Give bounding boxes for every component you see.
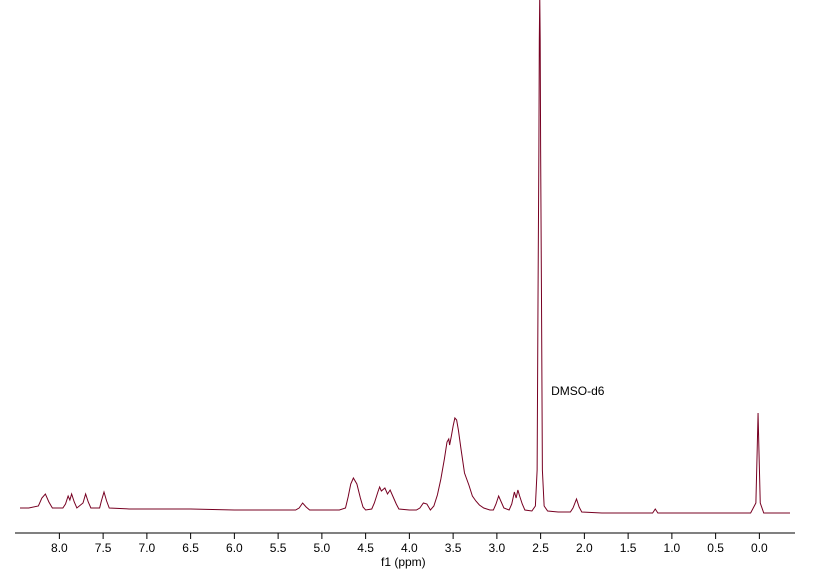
- nmr-spectrum-plot: 8.0 7.5 7.0 6.5 6.0 5.5 5.0 4.5 4.0 3.5 3.0 2.5 2.0 1…: [0, 0, 816, 569]
- x-tick-label: 5.0: [314, 541, 331, 555]
- spectrum-trace: [20, 0, 790, 513]
- peak-annotation: DMSO-d6: [551, 384, 604, 398]
- x-tick-label: 5.5: [270, 541, 287, 555]
- x-tick-label: 0.0: [751, 541, 768, 555]
- x-tick-label: 3.5: [445, 541, 462, 555]
- x-tick-label: 0.5: [707, 541, 724, 555]
- x-tick-label: 7.5: [95, 541, 112, 555]
- x-axis-label: f1 (ppm): [381, 555, 426, 569]
- x-tick-label: 4.0: [401, 541, 418, 555]
- x-tick-label: 4.5: [357, 541, 374, 555]
- x-tick-label: 6.0: [226, 541, 243, 555]
- x-tick-label: 1.5: [620, 541, 637, 555]
- x-tick-label: 6.5: [182, 541, 199, 555]
- x-tick-label: 2.0: [576, 541, 593, 555]
- x-tick-label: 2.5: [532, 541, 549, 555]
- x-tick-label: 7.0: [139, 541, 156, 555]
- x-tick-label: 8.0: [51, 541, 68, 555]
- spectrum-svg: [0, 0, 816, 569]
- x-tick-label: 1.0: [664, 541, 681, 555]
- x-tick-label: 3.0: [489, 541, 506, 555]
